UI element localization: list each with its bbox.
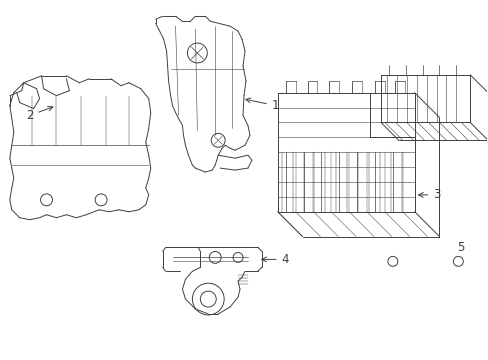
Text: 5: 5	[456, 241, 463, 254]
Text: 1: 1	[245, 98, 279, 112]
Text: 2: 2	[26, 106, 53, 122]
Text: 3: 3	[418, 188, 440, 201]
Text: 4: 4	[261, 253, 288, 266]
